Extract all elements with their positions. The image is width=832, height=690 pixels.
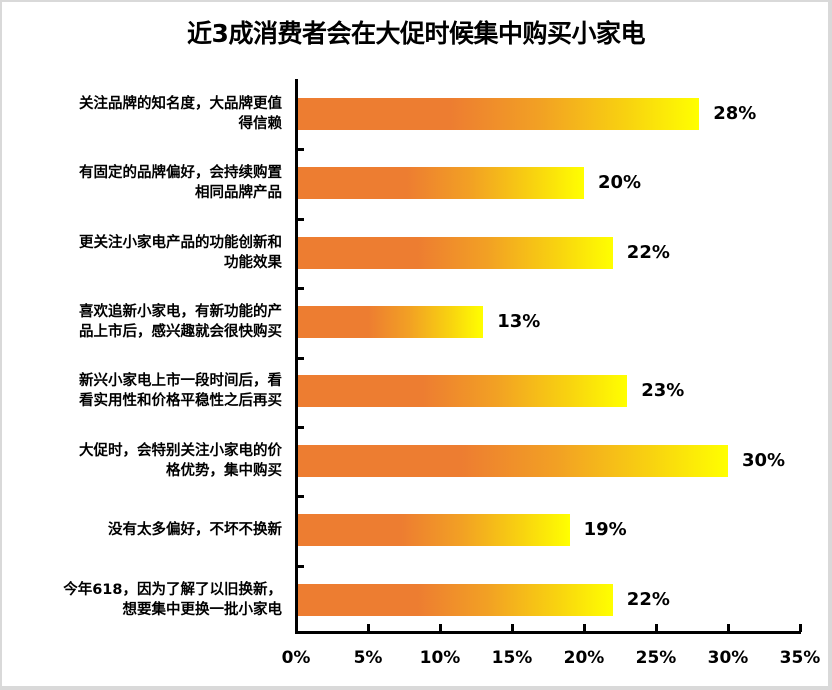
y-tick [298,564,304,568]
category-label: 喜欢追新小家电，有新功能的产 品上市后，感兴趣就会很快购买 [10,297,282,347]
y-tick [298,495,304,499]
value-label: 30% [742,449,786,471]
category-label: 没有太多偏好，不坏不换新 [10,505,282,555]
category-label-line: 品上市后，感兴趣就会很快购买 [79,323,282,340]
x-tick [439,624,442,632]
x-tick [799,624,802,632]
x-tick-label: 5% [353,648,383,668]
bar [298,97,700,130]
bar [298,444,728,477]
y-tick [298,287,304,291]
bar [298,514,570,547]
category-label: 更关注小家电产品的功能创新和功能效果 [10,228,282,278]
x-tick-label: 0% [281,648,311,668]
category-label-line: 格优势，集中购买 [166,462,282,479]
value-label: 19% [583,519,627,541]
category-label-line: 有固定的品牌偏好，会持续购置 [79,165,282,182]
category-label-line: 相同品牌产品 [195,185,282,202]
category-label-line: 新兴小家电上市一段时间后，看 [79,373,282,390]
value-label: 13% [497,310,541,332]
category-label-line: 喜欢追新小家电，有新功能的产 [79,303,282,320]
x-tick [511,624,514,632]
x-axis-line [295,631,801,634]
x-tick [583,624,586,632]
bar [298,167,584,200]
y-tick [298,148,304,152]
category-label-line: 看实用性和价格平稳性之后再买 [79,393,282,410]
x-tick-label: 35% [779,648,821,668]
chart-title: 近3成消费者会在大促时候集中购买小家电 [187,19,645,48]
x-tick [367,624,370,632]
category-label: 关注品牌的知名度，大品牌更值得信赖 [10,89,282,139]
category-label: 新兴小家电上市一段时间后，看 看实用性和价格平稳性之后再买 [10,366,282,416]
category-label-line: 得信赖 [238,115,283,132]
category-label-line: 今年618，因为了解了以旧换新， [63,581,282,598]
category-label-line: 功能效果 [224,254,282,271]
bar [298,375,628,408]
value-label: 20% [598,172,642,194]
x-tick-label: 15% [491,648,533,668]
category-label-line: 想要集中更换一批小家电 [122,601,283,618]
category-label: 今年618，因为了解了以旧换新， 想要集中更换一批小家电 [10,575,282,625]
value-label: 23% [641,380,685,402]
category-label: 大促时，会特别关注小家电的价格优势，集中购买 [10,436,282,486]
value-label: 22% [626,241,670,263]
category-label-line: 关注品牌的知名度，大品牌更值 [79,95,282,112]
x-tick [655,624,658,632]
x-tick [727,624,730,632]
bar [298,583,613,616]
x-tick-label: 20% [563,648,605,668]
x-tick-label: 10% [419,648,461,668]
x-tick-label: 30% [707,648,749,668]
category-label-line: 更关注小家电产品的功能创新和 [79,234,282,251]
bar [298,305,484,338]
value-label: 28% [713,102,757,124]
bar [298,236,613,269]
category-label-line: 大促时，会特别关注小家电的价 [79,442,282,459]
category-label-line: 没有太多偏好，不坏不换新 [108,522,282,539]
y-tick [298,426,304,429]
y-tick [298,217,304,221]
y-axis-line [295,79,298,634]
category-label: 有固定的品牌偏好，会持续购置相同品牌产品 [10,158,282,208]
y-tick [298,356,304,360]
value-label: 22% [626,588,670,610]
x-tick-label: 25% [635,648,677,668]
